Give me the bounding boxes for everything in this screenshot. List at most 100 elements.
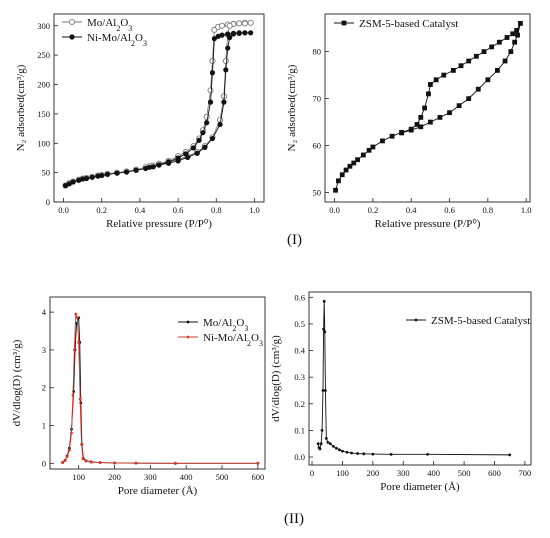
data-point [209,135,216,142]
data-point [221,99,227,105]
data-point [318,447,322,451]
data-point [226,22,233,29]
data-point [473,53,479,59]
x-tick-label: 0.0 [58,205,69,215]
x-tick-label: 0.0 [329,205,340,215]
x-axis-label: Relative pressure (P/P⁰) [375,218,481,230]
data-point [89,460,93,464]
data-point [338,448,341,452]
y-tick-label: 80 [313,47,322,57]
data-point [320,429,324,432]
data-point [485,77,491,83]
x-tick-label: 700 [519,468,532,478]
data-point [334,446,338,450]
data-point [514,28,519,33]
data-point [481,49,487,54]
data-point [441,72,447,78]
data-point [256,461,260,465]
data-point [323,330,327,334]
data-point [418,115,424,120]
data-point [399,130,405,136]
data-point [324,389,327,392]
legend-marker [186,320,190,324]
data-point [370,144,376,150]
y-tick-label: 300 [37,21,50,31]
y-tick-label: 3 [42,345,46,355]
x-tick-label: 200 [108,472,121,482]
data-point [414,122,420,127]
y-tick-label: 0.2 [294,399,305,409]
data-point [219,32,225,38]
x-tick-label: 300 [144,472,157,482]
x-tick-label: 100 [72,472,85,482]
data-point [211,36,217,42]
data-point [222,57,229,65]
data-point [355,157,360,163]
data-point [356,452,360,455]
data-point [341,449,344,453]
x-tick-label: 0.8 [483,205,494,215]
data-point [504,35,510,40]
data-point [496,39,502,45]
data-point [207,87,214,94]
plot-frame [308,291,532,466]
data-point [194,150,200,156]
data-point [433,77,439,83]
x-tick-label: 0.6 [173,205,184,215]
data-point [89,174,95,180]
data-point [466,58,472,64]
data-point [371,452,375,456]
data-point [175,158,181,164]
data-point [146,164,153,170]
y-tick-label: 0 [42,458,46,468]
legend-label: Ni-Mo/Al2O3 [87,32,147,48]
x-tick-label: 400 [180,472,193,482]
plot-frame [49,296,266,470]
data-point [360,152,366,158]
data-point [225,45,231,51]
y-tick-label: 0.4 [294,346,305,356]
data-point [333,187,338,193]
data-point [366,147,372,153]
legend-marker [341,20,347,26]
data-point [72,348,76,352]
data-point [508,453,512,457]
y-tick-label: 50 [313,188,322,198]
data-point [319,442,323,446]
data-point [200,130,206,136]
y-tick-label: 0.0 [294,452,305,462]
data-point [223,67,229,73]
data-point [83,175,90,182]
data-point [174,461,177,465]
data-point [515,32,520,38]
x-tick-label: 600 [251,472,264,482]
x-tick-label: 100 [336,468,349,478]
panel-label-2: (II) [284,511,304,527]
data-point [336,178,341,184]
series-line-2 [62,313,258,464]
y-tick-label: 0.6 [294,292,305,302]
data-point [196,137,202,143]
x-tick-label: 600 [488,468,501,478]
legend-label: Mo/Al2O3 [87,17,132,33]
data-point [510,31,516,37]
data-point [242,30,248,36]
data-point [347,163,353,169]
chart-1: 0.0 0.2 0.4 0.6 0.8 1.0 0 50 100 150 200 250 300 Rela… [15,13,265,230]
data-point [75,316,79,320]
data-point [133,167,139,173]
x-tick-label: 0.4 [135,205,146,215]
data-point [489,44,495,50]
legend-label: ZSM-5-based Catalyst [431,315,530,327]
data-point [70,431,73,435]
data-point [190,145,196,151]
y-tick-label: 1 [42,421,46,431]
data-point [351,160,357,166]
data-point [324,436,328,440]
chart-2: 0.0 0.2 0.4 0.6 0.8 1.0 50 60 70 80 Relative press… [286,13,531,230]
data-point [113,461,116,465]
data-point [165,160,172,166]
y-tick-label: 150 [37,109,50,119]
data-point [389,133,395,139]
data-point [339,172,345,178]
